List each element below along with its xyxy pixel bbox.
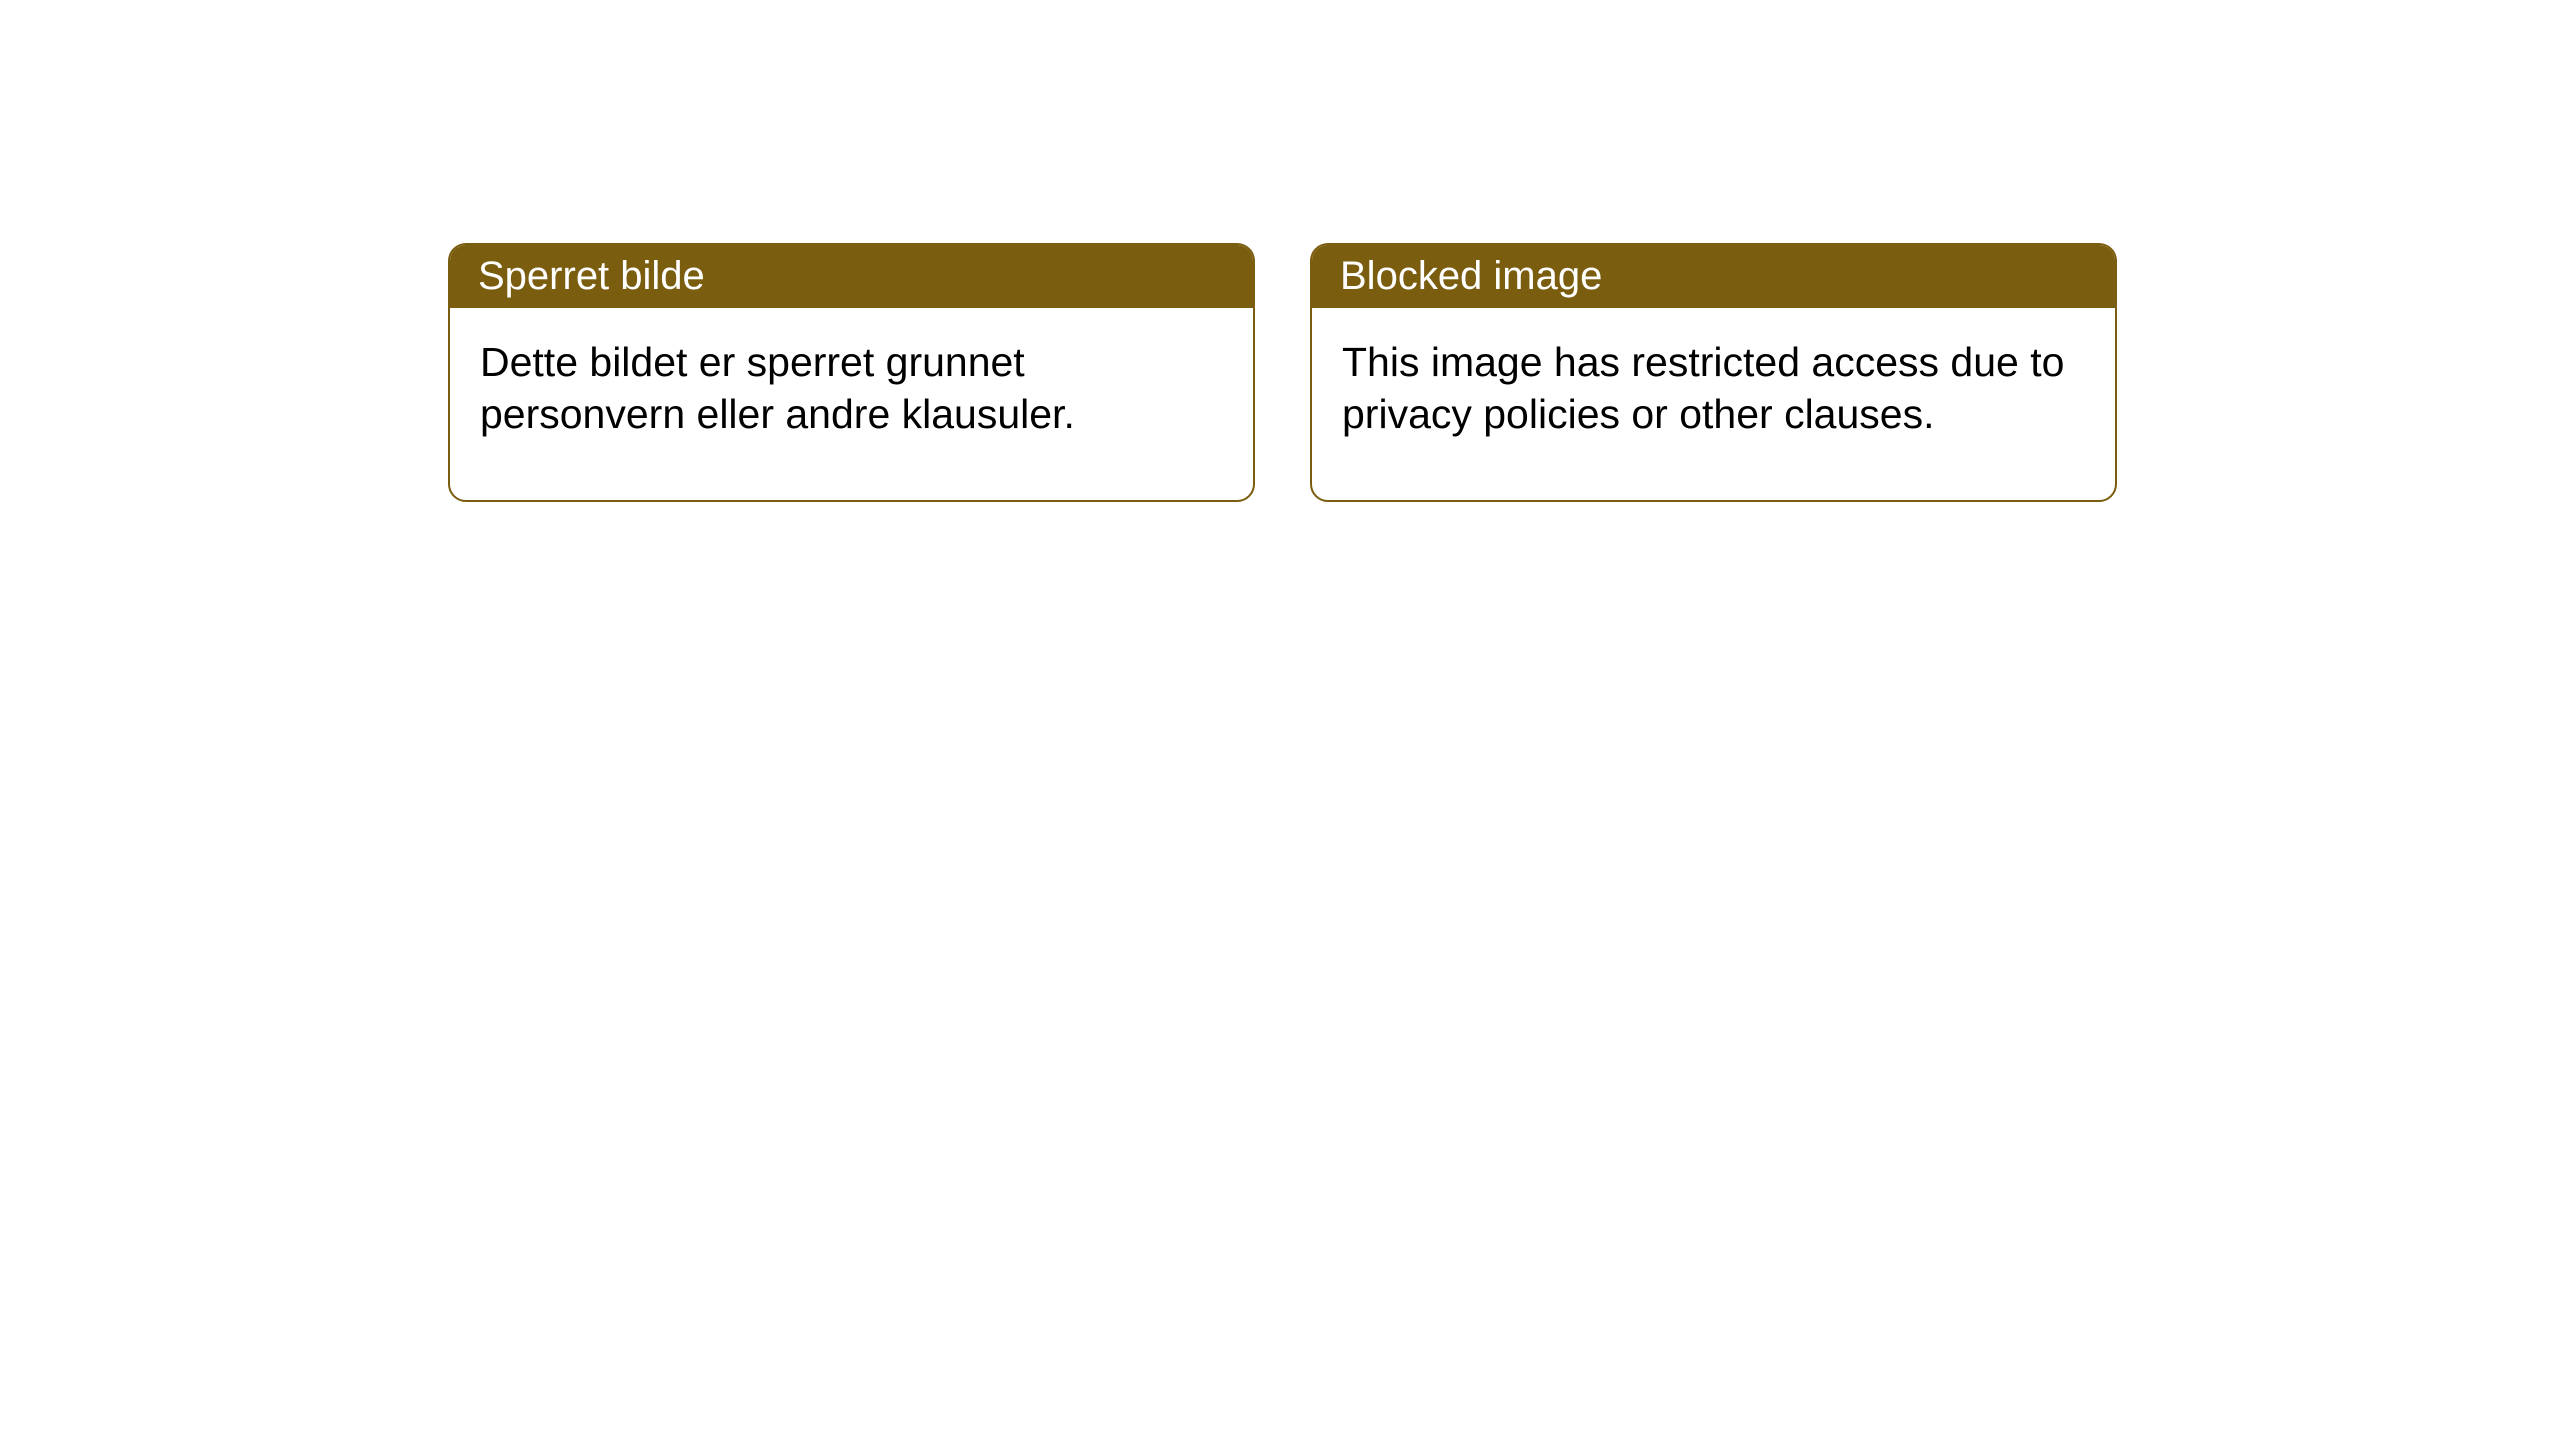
card-body: This image has restricted access due to … <box>1312 308 2115 500</box>
card-body: Dette bildet er sperret grunnet personve… <box>450 308 1253 500</box>
card-title: Blocked image <box>1340 254 1602 298</box>
notice-cards-container: Sperret bilde Dette bildet er sperret gr… <box>448 243 2117 502</box>
card-header: Blocked image <box>1312 245 2115 308</box>
card-body-text: This image has restricted access due to … <box>1342 339 2064 437</box>
card-body-text: Dette bildet er sperret grunnet personve… <box>480 339 1075 437</box>
card-title: Sperret bilde <box>478 254 705 298</box>
card-header: Sperret bilde <box>450 245 1253 308</box>
notice-card-norwegian: Sperret bilde Dette bildet er sperret gr… <box>448 243 1255 502</box>
notice-card-english: Blocked image This image has restricted … <box>1310 243 2117 502</box>
